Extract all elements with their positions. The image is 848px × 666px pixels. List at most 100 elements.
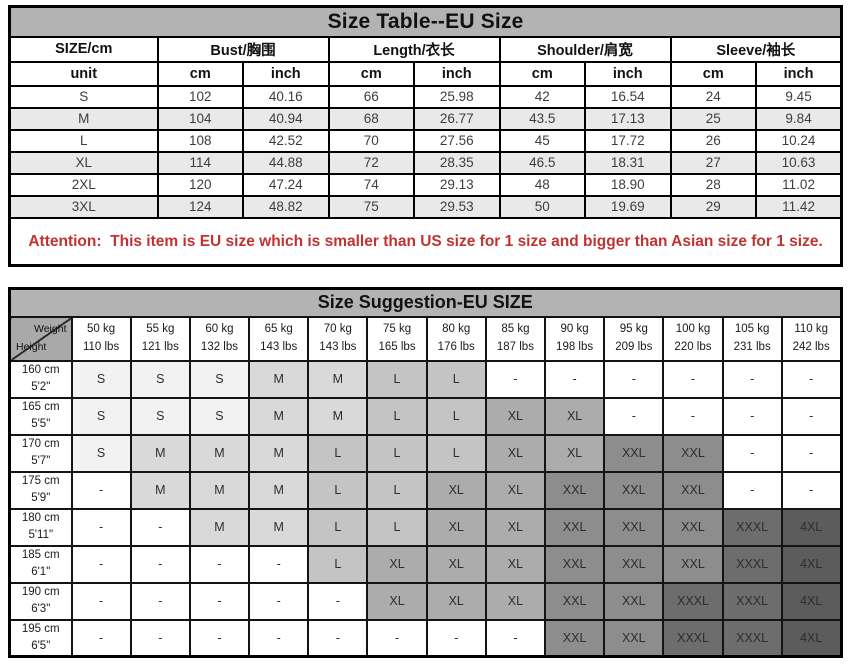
size-suggestion-cell: M [129, 470, 191, 510]
size-suggestion-row: 160 cm 5'2" S S S M M L L - - - - - - [8, 359, 843, 399]
measurement-value: 124 [156, 194, 244, 219]
size-suggestion-cell: L [425, 359, 487, 399]
size-suggestion-cell: S [188, 396, 251, 436]
size-suggestion-cell: - [721, 396, 783, 436]
size-label: L [8, 128, 159, 153]
size-suggestion-cell: M [188, 433, 251, 473]
size-suggestion-cell: XL [484, 507, 547, 547]
size-suggestion-cell: 4XL [780, 544, 843, 584]
size-table-row: 3XL 124 48.82 75 29.53 50 19.69 29 11.42 [8, 194, 843, 219]
unit-inch: inch [755, 60, 843, 87]
weight-kg: 75 kg [382, 322, 412, 335]
height-ft: 5'7" [31, 455, 51, 467]
size-suggestion-cell: - [721, 470, 783, 510]
size-suggestion-cell: XL [543, 433, 606, 473]
weight-kg: 90 kg [560, 322, 589, 335]
measurement-value: 50 [498, 194, 586, 219]
size-suggestion-cell: - [780, 396, 843, 436]
size-suggestion-cell: L [425, 396, 487, 436]
size-suggestion-cell: L [307, 507, 369, 547]
weight-kg: 70 kg [323, 322, 352, 335]
size-suggestion-cell: 4XL [780, 581, 843, 621]
weight-kg: 95 kg [619, 322, 648, 335]
size-suggestion-cell: M [129, 433, 191, 473]
size-suggestion-cell: - [248, 581, 310, 621]
size-suggestion-cell: - [307, 581, 369, 621]
measurement-value: 25.98 [413, 84, 501, 109]
size-suggestion-cell: M [248, 507, 310, 547]
size-suggestion-cell: - [662, 396, 724, 436]
height-label-cell: 180 cm 5'11" [8, 507, 73, 547]
weight-lbs: 110 lbs [82, 340, 120, 353]
size-suggestion-cell: S [129, 359, 191, 399]
measurement-value: 72 [327, 150, 415, 175]
size-suggestion-cell: - [129, 618, 191, 658]
size-suggestion-cell: M [307, 359, 369, 399]
unit-cm: cm [156, 60, 244, 87]
weight-lbs: 132 lbs [200, 340, 239, 353]
size-suggestion-cell: M [188, 507, 251, 547]
size-suggestion-cell: XXL [603, 507, 665, 547]
size-suggestion-cell: L [307, 433, 369, 473]
weight-lbs: 143 lbs [260, 340, 298, 353]
measurement-value: 16.54 [584, 84, 672, 109]
size-suggestion-cell: XXL [543, 470, 606, 510]
measurement-value: 25 [669, 106, 757, 131]
size-suggestion-cell: XL [366, 581, 428, 621]
weight-header-cell: 95 kg 209 lbs [603, 315, 665, 362]
column-header-sleeve: Sleeve/袖长 [669, 35, 843, 63]
size-suggestion-cell: - [780, 433, 843, 473]
height-cm: 175 cm [21, 474, 60, 487]
size-suggestion-row: 170 cm 5'7" S M M M L L L XL XL XXL XXL - - [8, 433, 843, 473]
size-label: 3XL [8, 194, 159, 219]
size-suggestion-cell: - [70, 507, 132, 547]
weight-header-cell: 55 kg 121 lbs [129, 315, 191, 362]
height-cm: 195 cm [21, 622, 60, 635]
size-suggestion-cell: - [603, 359, 665, 399]
size-suggestion-cell: - [366, 618, 428, 658]
measurement-value: 10.24 [755, 128, 843, 153]
measurement-value: 26.77 [413, 106, 501, 131]
weight-kg: 85 kg [501, 322, 530, 335]
unit-inch: inch [413, 60, 501, 87]
height-cm: 185 cm [21, 548, 60, 561]
size-suggestion-cell: XL [425, 581, 487, 621]
measurement-value: 44.88 [242, 150, 330, 175]
size-suggestion-row: 185 cm 6'1" - - - - L XL XL XL XXL XXL XXL XXXL 4XL [8, 544, 843, 584]
size-suggestion-cell: - [248, 618, 310, 658]
size-table-row: M 104 40.94 68 26.77 43.5 17.13 25 9.84 [8, 106, 843, 131]
weight-lbs: 121 lbs [141, 340, 179, 353]
size-suggestion-cell: XXXL [662, 618, 724, 658]
size-suggestion-cell: M [188, 470, 251, 510]
height-ft: 6'5" [31, 639, 51, 652]
size-suggestion-cell: - [307, 618, 369, 658]
size-suggestion-cell: S [188, 359, 251, 399]
weight-kg: 100 kg [675, 322, 711, 335]
weight-lbs: 220 lbs [674, 340, 712, 353]
weight-header-cell: 50 kg 110 lbs [70, 315, 132, 362]
size-suggestion-cell: - [188, 581, 251, 621]
size-suggestion-cell: - [780, 359, 843, 399]
weight-header-cell: 110 kg 242 lbs [780, 315, 843, 362]
size-label: M [8, 106, 159, 131]
weight-lbs: 165 lbs [378, 340, 416, 353]
measurement-value: 40.16 [242, 84, 330, 109]
size-table-unit-row: unit cm inch cm inch cm inch cm inch [8, 60, 843, 87]
size-suggestion-cell: XXL [543, 544, 606, 584]
size-suggestion-cell: XXXL [721, 618, 783, 658]
size-suggestion-cell: M [248, 396, 310, 436]
height-cm: 160 cm [21, 363, 60, 376]
measurement-value: 11.42 [755, 194, 843, 219]
height-ft: 5'2" [31, 381, 51, 393]
weight-lbs: 231 lbs [733, 340, 771, 353]
size-suggestion-cell: XXL [662, 544, 724, 584]
size-suggestion-cell: S [129, 396, 191, 436]
measurement-value: 28 [669, 172, 757, 197]
height-label-cell: 175 cm 5'9" [8, 470, 73, 510]
measurement-value: 29.53 [413, 194, 501, 219]
size-suggestion-cell: - [70, 618, 132, 658]
size-suggestion-cell: XXL [603, 618, 665, 658]
weight-header-cell: 105 kg 231 lbs [721, 315, 783, 362]
weight-kg: 50 kg [87, 322, 116, 335]
